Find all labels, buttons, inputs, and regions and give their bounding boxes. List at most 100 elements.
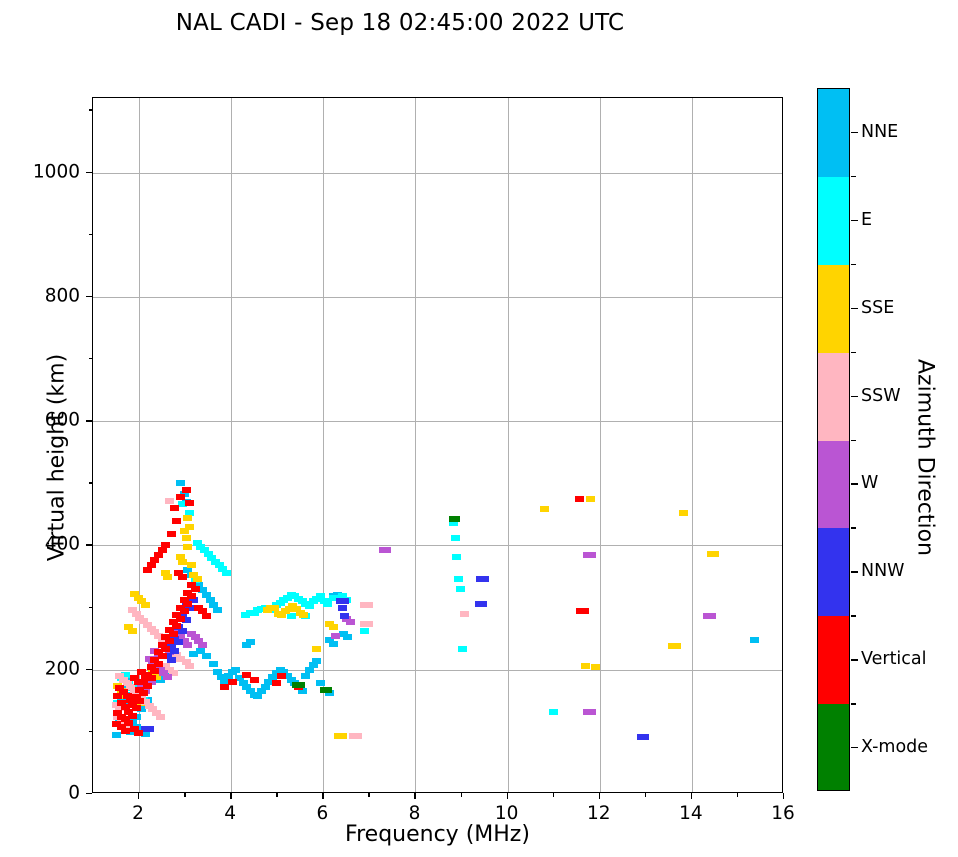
data-point-sse (299, 612, 309, 619)
gridline-vertical (691, 98, 693, 792)
data-point-ssw (128, 607, 138, 614)
y-tick-mark (86, 668, 92, 671)
x-tick-label: 16 (771, 803, 795, 824)
data-point-nne (328, 640, 338, 647)
data-point-vertical (176, 493, 186, 500)
x-tick-mark (598, 793, 601, 799)
data-point-sse (183, 543, 193, 550)
y-tick-mark (86, 171, 92, 173)
data-point-e (338, 593, 348, 600)
data-point-vertical (117, 713, 127, 720)
data-point-nne (188, 650, 198, 657)
data-point-nnw (174, 639, 184, 646)
data-point-e (211, 558, 221, 565)
data-point-nnw (478, 600, 488, 607)
data-point-vertical (168, 630, 178, 637)
data-point-vertical (137, 669, 147, 676)
data-point-sse (586, 496, 596, 503)
data-point-nne (198, 587, 208, 594)
data-point-ssw (168, 670, 178, 677)
chart-title: NAL CADI - Sep 18 02:45:00 2022 UTC (175, 10, 625, 36)
colorbar-segment-nne (818, 89, 849, 178)
colorbar-label-sse: SSE (861, 297, 895, 318)
data-point-vertical (161, 542, 171, 549)
data-point-nne (137, 706, 147, 713)
data-point-nne (264, 679, 274, 686)
data-point-nnw (188, 597, 198, 604)
y-axis-title: Virtual height (km) (44, 353, 70, 562)
colorbar-segment-e (818, 176, 849, 266)
gridline-horizontal (93, 669, 782, 671)
x-tick-label: 4 (224, 803, 237, 824)
data-point-nne (305, 666, 314, 673)
data-point-e (177, 501, 187, 508)
x-tick-mark (138, 793, 140, 799)
data-point-nnw (166, 656, 176, 663)
data-point-vertical (133, 679, 143, 686)
data-point-vertical (181, 486, 191, 493)
data-point-sse (179, 527, 189, 534)
data-point-ssw (181, 659, 191, 666)
colorbar-boundary-tick (851, 351, 856, 354)
colorbar-segment-vertical (818, 616, 849, 705)
data-point-vertical (157, 547, 167, 554)
data-point-vertical (190, 585, 200, 592)
data-point-sse (312, 645, 322, 652)
colorbar-boundary-tick (851, 175, 856, 178)
data-point-nne (201, 592, 211, 599)
data-point-vertical (126, 696, 136, 703)
y-minor-tick-mark (88, 606, 92, 608)
data-point-nne (209, 660, 219, 667)
data-point-ssw (459, 610, 469, 617)
colorbar-boundary-tick (851, 615, 856, 617)
data-point-nnw (340, 613, 350, 620)
data-point-vertical (179, 597, 189, 604)
data-point-sse (338, 733, 348, 740)
data-point-vertical (242, 671, 252, 678)
data-point-sse (539, 505, 549, 512)
data-point-ssw (118, 676, 128, 683)
x-tick-mark (230, 793, 232, 799)
colorbar-label-nnw: NNW (861, 561, 905, 582)
data-point-nnw (181, 617, 191, 623)
data-point-e (199, 547, 209, 554)
data-point-vertical (133, 730, 143, 737)
y-tick-mark (86, 295, 92, 298)
x-minor-tick-mark (460, 793, 462, 797)
data-point-sse (292, 605, 302, 612)
data-point-nne (238, 680, 248, 687)
data-point-vertical (120, 704, 130, 710)
data-point-nnw (170, 635, 180, 642)
data-point-nne (209, 602, 219, 609)
data-point-ssw (352, 733, 362, 740)
colorbar-label-nne: NNE (861, 121, 899, 142)
data-point-w (345, 619, 355, 626)
colorbar-label-x-mode: X-mode (861, 737, 929, 758)
data-point-nne (141, 730, 151, 737)
colorbar-tick-mark (851, 747, 858, 749)
x-minor-tick-mark (736, 793, 739, 797)
x-tick-label: 6 (316, 803, 329, 824)
data-point-e (222, 569, 232, 576)
x-tick-mark (690, 793, 693, 799)
x-minor-tick-mark (552, 793, 555, 797)
data-point-nne (257, 687, 267, 694)
data-point-vertical (161, 634, 171, 641)
data-point-w (144, 655, 154, 662)
gridline-vertical (139, 98, 141, 792)
x-axis-title: Frequency (MHz) (345, 822, 530, 847)
colorbar-tick-mark (851, 483, 858, 485)
data-point-x-mode (295, 681, 305, 688)
data-point-e (450, 534, 460, 541)
data-point-w (190, 634, 200, 641)
data-point-vertical (187, 593, 197, 600)
data-point-e (454, 575, 464, 582)
data-point-ssw (115, 672, 125, 679)
data-point-ssw (161, 662, 171, 669)
colorbar-tick-mark (851, 131, 858, 134)
data-point-ssw (126, 684, 136, 691)
data-point-e (240, 612, 250, 619)
data-point-w (183, 641, 193, 648)
data-point-vertical (150, 557, 160, 564)
